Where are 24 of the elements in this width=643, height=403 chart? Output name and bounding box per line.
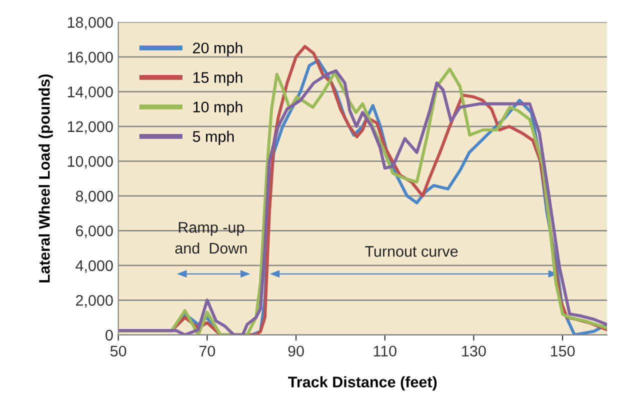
legend-label: 15 mph (193, 72, 242, 86)
y-tick-label: 8,000 (76, 190, 113, 204)
y-tick-label: 18,000 (68, 17, 113, 30)
y-tick-label: 2,000 (76, 295, 113, 308)
x-tick-label: 130 (462, 346, 486, 357)
legend-label: 20 mph (193, 42, 242, 56)
y-tick-label: 4,000 (76, 260, 113, 273)
annotation: Turnout curve (365, 246, 458, 257)
y-tick-label: 0 (106, 330, 113, 341)
y-tick-label: 10,000 (68, 156, 113, 169)
legend-label: 5 mph (192, 130, 234, 145)
y-tick-label: 16,000 (68, 52, 113, 64)
x-tick-label: 70 (199, 346, 216, 357)
x-tick-label: 150 (550, 346, 575, 357)
x-axis-title: Track Distance (feet) (288, 376, 437, 390)
y-tick-label: 6,000 (76, 226, 113, 238)
x-tick-label: 90 (288, 346, 304, 357)
y-tick-label: 14,000 (68, 86, 113, 100)
y-tick-label: 12,000 (68, 121, 113, 134)
x-tick-label: 110 (374, 346, 396, 357)
annotation: Ramp -up and Down (175, 222, 247, 254)
legend-label: 10 mph (193, 101, 242, 116)
x-tick-label: 50 (110, 346, 126, 357)
y-axis-title: Lateral Wheel Load (pounds) (38, 74, 53, 282)
